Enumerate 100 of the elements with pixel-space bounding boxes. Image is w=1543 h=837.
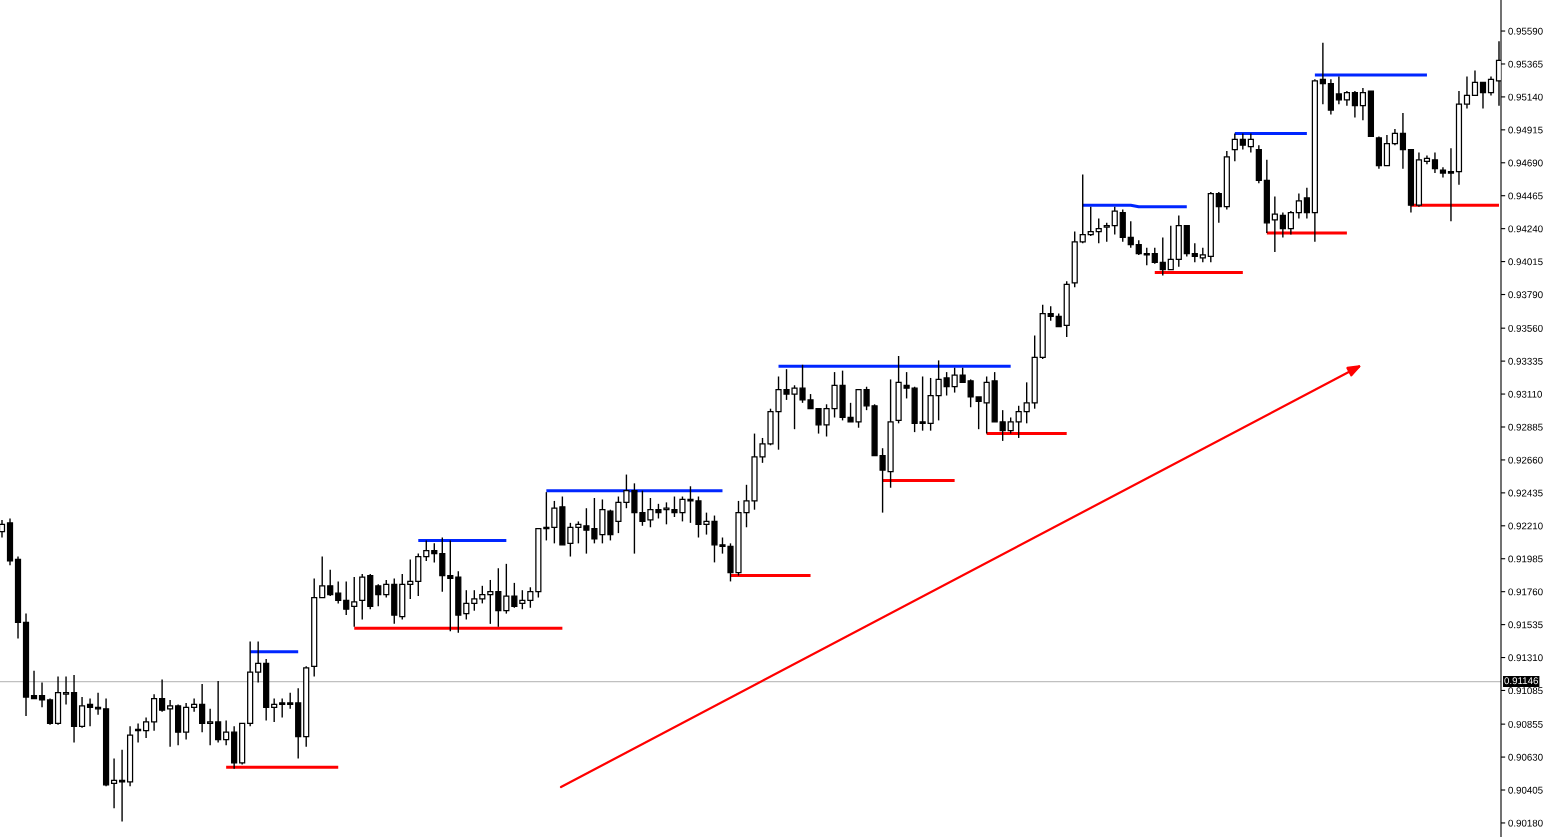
candlestick	[150, 693, 158, 732]
candlestick	[191, 697, 198, 713]
candlestick	[1463, 75, 1471, 110]
candlestick	[159, 678, 166, 713]
y-tick-label: 0.91310	[1508, 654, 1543, 662]
y-tick-label: 0.94465	[1508, 192, 1543, 200]
candlestick	[1023, 381, 1030, 425]
candlestick	[1335, 75, 1342, 105]
candlestick	[327, 569, 334, 597]
candlestick	[86, 697, 94, 728]
y-tick-label: 0.93560	[1508, 324, 1543, 332]
candlestick	[519, 589, 526, 610]
candlestick	[1127, 220, 1134, 249]
y-tick-label: 0.90855	[1508, 720, 1543, 728]
y-tick-label: 0.94690	[1508, 159, 1543, 167]
candlestick	[447, 539, 454, 632]
candlestick	[1399, 112, 1407, 170]
y-tick-label: 0.94240	[1508, 225, 1543, 233]
candlestick	[431, 542, 438, 564]
candlestick	[30, 670, 38, 700]
candlestick	[975, 396, 982, 430]
candlestick	[110, 757, 118, 810]
candlestick	[1319, 42, 1326, 105]
y-tick-label: 0.91535	[1508, 621, 1543, 629]
y-tick-label: 0.94015	[1508, 258, 1543, 266]
y-tick-label: 0.93335	[1508, 357, 1543, 365]
candlestick	[1079, 173, 1086, 244]
candlestick	[1431, 151, 1439, 174]
candlestick	[207, 708, 214, 747]
candlestick	[375, 583, 382, 608]
candlestick	[1103, 222, 1110, 243]
candlestick	[279, 697, 286, 719]
candlestick	[1479, 81, 1487, 110]
candlestick	[287, 691, 294, 710]
candlestick	[1159, 236, 1166, 277]
candlestick	[503, 563, 510, 615]
candlestick	[1471, 69, 1479, 97]
y-tick-label: 0.93790	[1508, 291, 1543, 299]
candlestick	[1239, 132, 1246, 151]
y-tick-label: 0.92210	[1508, 522, 1543, 530]
candlestick	[46, 697, 54, 726]
y-tick-label: 0.90180	[1508, 819, 1543, 827]
y-tick-label: 0.92885	[1508, 423, 1543, 431]
candlestick	[1447, 147, 1455, 223]
candlestick	[983, 375, 990, 435]
candlestick	[1303, 186, 1310, 220]
candlestick	[142, 716, 150, 739]
candlestick	[471, 589, 478, 612]
y-tick-label: 0.92435	[1508, 489, 1543, 497]
y-tick-label: 0.90630	[1508, 753, 1543, 761]
candlestick	[1191, 242, 1198, 264]
candlestick	[215, 680, 222, 744]
candlestick	[1295, 192, 1302, 220]
y-tick-label: 0.95365	[1508, 60, 1543, 68]
candlestick	[1087, 205, 1094, 237]
candlestick	[118, 749, 126, 823]
candlestick	[1167, 225, 1174, 271]
candlestick	[255, 640, 262, 684]
candlestick	[999, 409, 1006, 442]
ref-line-label: 0.91146	[1504, 677, 1538, 685]
candlestick	[1095, 217, 1102, 244]
candlestick	[967, 378, 974, 408]
y-tick-label: 0.94915	[1508, 126, 1543, 134]
candlestick	[487, 579, 494, 625]
candlestick	[343, 580, 350, 616]
candlestick	[1287, 210, 1294, 236]
candlestick	[1279, 211, 1286, 239]
candlestick	[78, 696, 86, 729]
candlestick	[1351, 90, 1359, 119]
candlestick	[351, 576, 358, 628]
y-tick-label: 0.93110	[1508, 390, 1542, 398]
y-tick-label: 0.91085	[1508, 687, 1543, 695]
candlestick	[1231, 132, 1238, 163]
candlestick	[319, 555, 326, 599]
y-tick-label: 0.90405	[1508, 786, 1543, 794]
candlestick	[271, 697, 278, 723]
candlestick	[407, 558, 414, 600]
y-tick-label: 0.95590	[1508, 27, 1543, 35]
candlestick	[1111, 205, 1118, 236]
y-tick-label: 0.92660	[1508, 456, 1543, 464]
candlestick	[463, 589, 470, 621]
candlestick	[527, 586, 534, 609]
candlestick	[423, 539, 430, 562]
candlestick	[1487, 75, 1495, 97]
candlestick	[1247, 132, 1254, 154]
candlestick	[951, 367, 958, 394]
candlestick	[38, 681, 46, 709]
candlestick	[359, 573, 366, 621]
candlestick	[335, 580, 342, 605]
candlestick	[1271, 195, 1278, 253]
y-tick-label: 0.91760	[1508, 588, 1543, 596]
candlestick	[439, 536, 446, 593]
candlestick	[167, 699, 174, 748]
y-tick-label: 0.95140	[1508, 93, 1543, 101]
candlestick	[199, 683, 206, 733]
candlestick	[1215, 191, 1222, 224]
candlestick	[511, 582, 518, 609]
candlestick	[1359, 87, 1367, 122]
y-tick-label: 0.91985	[1508, 555, 1543, 563]
candlestick	[495, 567, 502, 628]
